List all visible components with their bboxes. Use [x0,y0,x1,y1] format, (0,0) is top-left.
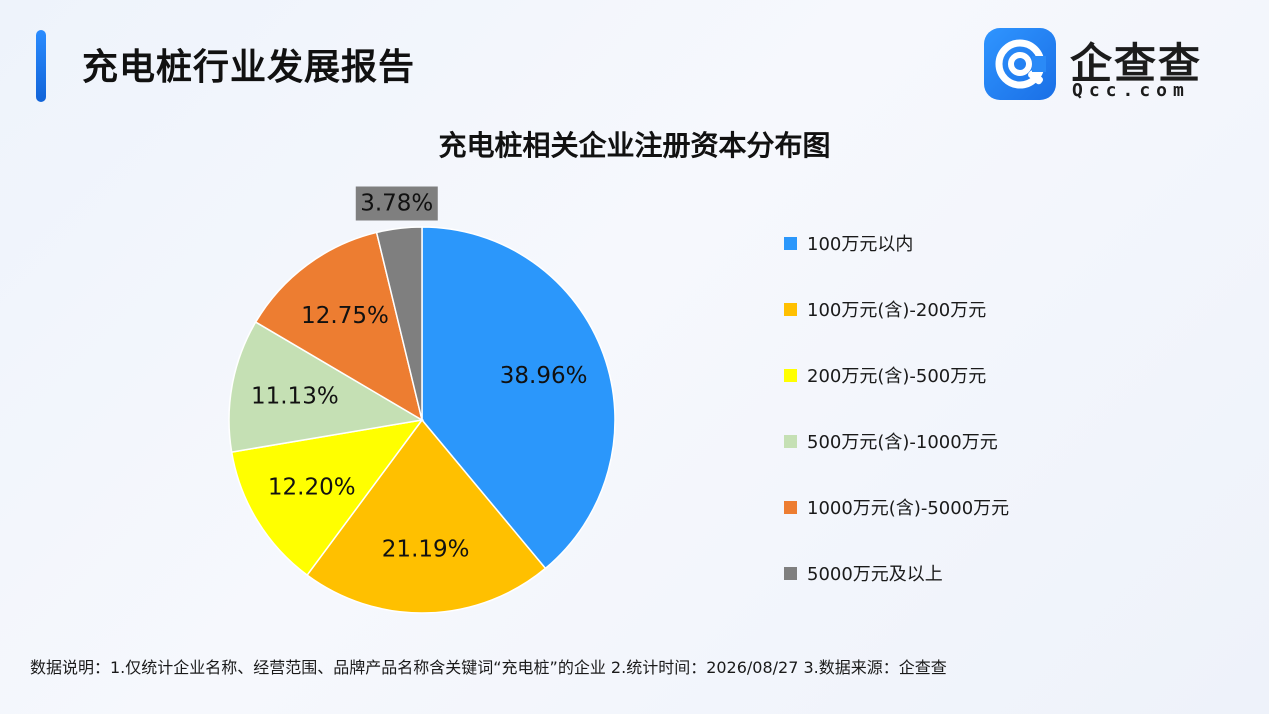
brand-logo: 企查查 Qcc.com [984,28,1232,106]
pie-data-label-100w-200w: 21.19% [382,536,470,562]
logo-domain: Qcc.com [1072,80,1190,101]
legend-item: 100万元以内 [784,230,913,256]
pie-data-label-200w-500w: 12.20% [268,475,356,501]
legend-item: 200万元(含)-500万元 [784,362,986,388]
legend-swatch [784,302,797,316]
footer-note: 数据说明：1.仅统计企业名称、经营范围、品牌产品名称含关键词“充电桩”的企业 2… [30,658,947,677]
header-accent-bar [36,30,46,102]
pie-callout-box-gte-5000w [355,186,438,221]
logo-name: 企查查 [1070,39,1203,88]
pie-data-label-gte-5000w: 3.78% [360,190,433,216]
pie-slice-gte-5000w [375,226,423,421]
legend-swatch [784,566,797,580]
pie-slice-100w-200w [306,418,547,614]
legend-label: 200万元(含)-500万元 [807,366,987,387]
legend-label: 1000万元(含)-5000万元 [807,498,1010,519]
pie-slice-1000w-5000w [254,231,424,422]
legend-swatch [784,434,797,448]
legend-swatch [784,500,797,514]
legend-label: 100万元以内 [807,234,914,255]
pie-data-label-500w-1000w: 11.13% [251,384,339,410]
chart-title: 充电桩相关企业注册资本分布图 [438,129,831,162]
legend-label: 5000万元及以上 [807,564,943,585]
legend-item: 1000万元(含)-5000万元 [784,494,1009,520]
qcc-logo-icon [984,28,1056,100]
page-title: 充电桩行业发展报告 [82,47,416,88]
pie-slice-lt-100w [421,226,616,570]
legend-swatch [784,368,797,382]
legend-swatch [784,236,797,250]
legend-label: 100万元(含)-200万元 [807,300,987,321]
pie-data-label-lt-100w: 38.96% [500,363,588,389]
legend-item: 5000万元及以上 [784,560,943,586]
pie-slice-500w-1000w [228,321,425,453]
legend-label: 500万元(含)-1000万元 [807,432,998,453]
legend-item: 500万元(含)-1000万元 [784,428,998,454]
pie-data-label-1000w-5000w: 12.75% [301,303,389,329]
pie-slice-200w-500w [230,418,424,577]
legend-item: 100万元(含)-200万元 [784,296,986,322]
